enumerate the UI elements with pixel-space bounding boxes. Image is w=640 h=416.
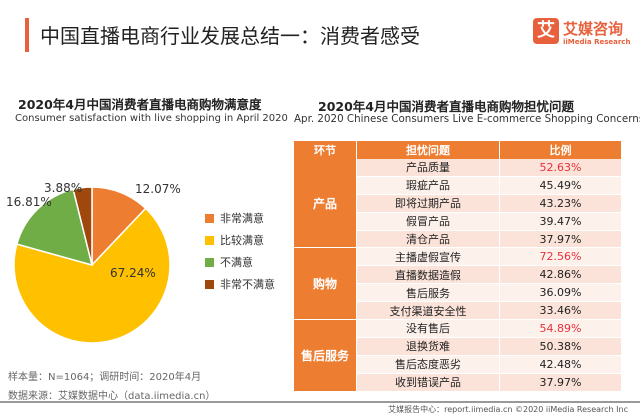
legend-item: 比较满意 — [205, 232, 264, 248]
concern-cell: 产品质量 — [357, 159, 500, 177]
table-row: 购物 主播虚假宣传 72.56% — [294, 248, 622, 321]
pie-subtitle: Consumer satisfaction with live shopping… — [15, 113, 288, 124]
concern-cell: 支付渠道安全性 — [357, 302, 500, 321]
percent-cell: 36.09% — [500, 284, 622, 303]
group-cell: 购物 — [294, 248, 357, 321]
table-row: 售后态度恶劣 42.48% — [294, 355, 622, 374]
concern-cell: 没有售后 — [357, 320, 500, 338]
sample-note: 样本量：N=1064；调研时间：2020年4月 — [8, 372, 202, 383]
footer-divider — [0, 401, 640, 403]
concern-cell: 售后态度恶劣 — [357, 355, 500, 374]
logo-mark: 艾 — [533, 18, 559, 44]
pie-slice — [72, 186, 93, 266]
concern-cell: 售后服务 — [357, 284, 500, 303]
table-row: 即将过期产品 43.23% — [294, 194, 622, 213]
table-row: 退换货难 50.38% — [294, 337, 622, 356]
table-row: 清仓产品 37.97% — [294, 230, 622, 249]
legend-swatch — [205, 213, 214, 223]
source-note: 数据来源：艾媒数据中心（data.iimedia.cn） — [8, 391, 216, 402]
copyright: 艾媒报告中心：report.iimedia.cn ©2020 iiMedia R… — [388, 405, 628, 414]
legend-label: 不满意 — [220, 256, 253, 269]
table-row: 收到错误产品 37.97% — [294, 373, 622, 392]
group-cell: 产品 — [294, 159, 357, 249]
concern-cell: 清仓产品 — [357, 230, 500, 249]
percent-cell: 42.86% — [500, 266, 622, 285]
legend-label: 非常不满意 — [220, 278, 275, 291]
pie-label: 12.07% — [135, 182, 181, 196]
pie-label: 67.24% — [110, 266, 156, 280]
legend-swatch — [205, 279, 214, 289]
table-row: 售后服务 没有售后 54.89% — [294, 320, 622, 392]
col-header: 担忧问题 — [357, 141, 500, 159]
percent-cell: 39.47% — [500, 212, 622, 231]
legend-swatch — [205, 235, 214, 245]
group-cell: 售后服务 — [294, 320, 357, 392]
table-row: 产品 产品质量 52.63% — [294, 159, 622, 249]
table-subtitle: Apr. 2020 Chinese Consumers Live E-comme… — [294, 113, 640, 125]
logo-subtext: iiMedia Research — [563, 38, 631, 46]
title-accent-bar — [25, 18, 29, 52]
percent-cell: 33.46% — [500, 302, 622, 321]
concerns-table: 环节 担忧问题 比例 产品 产品质量 52.63% 瑕疵产品 45.49% 即将过期产品 4… — [294, 141, 622, 392]
legend-label: 非常满意 — [220, 212, 264, 225]
percent-cell: 42.48% — [500, 355, 622, 374]
concern-cell: 主播虚假宣传 — [357, 248, 500, 267]
table-row: 支付渠道安全性 33.46% — [294, 302, 622, 321]
table-row: 售后服务 36.09% — [294, 284, 622, 303]
pie-slice — [91, 186, 147, 267]
percent-cell: 54.89% — [500, 320, 622, 338]
legend-item: 非常不满意 — [205, 276, 275, 292]
logo-text: 艾媒咨询 — [563, 20, 624, 38]
col-header: 比例 — [500, 141, 622, 159]
pie-slice — [13, 207, 171, 344]
percent-cell: 37.97% — [500, 230, 622, 249]
concern-cell: 收到错误产品 — [357, 373, 500, 392]
percent-cell: 72.56% — [500, 248, 622, 267]
table-row: 瑕疵产品 45.49% — [294, 176, 622, 195]
percent-cell: 37.97% — [500, 373, 622, 392]
legend-swatch — [205, 257, 214, 267]
concern-cell: 即将过期产品 — [357, 194, 500, 213]
table-title: 2020年4月中国消费者直播电商购物担忧问题 — [318, 99, 574, 114]
legend-label: 比较满意 — [220, 234, 264, 247]
percent-cell: 50.38% — [500, 337, 622, 356]
percent-cell: 43.23% — [500, 194, 622, 213]
percent-cell: 52.63% — [500, 159, 622, 177]
percent-cell: 45.49% — [500, 176, 622, 195]
pie-chart — [13, 186, 171, 344]
col-header: 环节 — [294, 141, 357, 159]
concern-cell: 退换货难 — [357, 337, 500, 356]
concern-cell: 瑕疵产品 — [357, 176, 500, 195]
legend-item: 非常满意 — [205, 210, 264, 226]
concern-cell: 假冒产品 — [357, 212, 500, 231]
table-row: 直播数据造假 42.86% — [294, 266, 622, 285]
pie-label: 16.81% — [6, 195, 52, 209]
table-row: 假冒产品 39.47% — [294, 212, 622, 231]
page-title: 中国直播电商行业发展总结一：消费者感受 — [40, 24, 420, 48]
pie-label: 3.88% — [44, 181, 83, 195]
concern-cell: 直播数据造假 — [357, 266, 500, 285]
legend-item: 不满意 — [205, 254, 253, 270]
pie-slice — [15, 188, 94, 267]
pie-title: 2020年4月中国消费者直播电商购物满意度 — [18, 97, 262, 112]
